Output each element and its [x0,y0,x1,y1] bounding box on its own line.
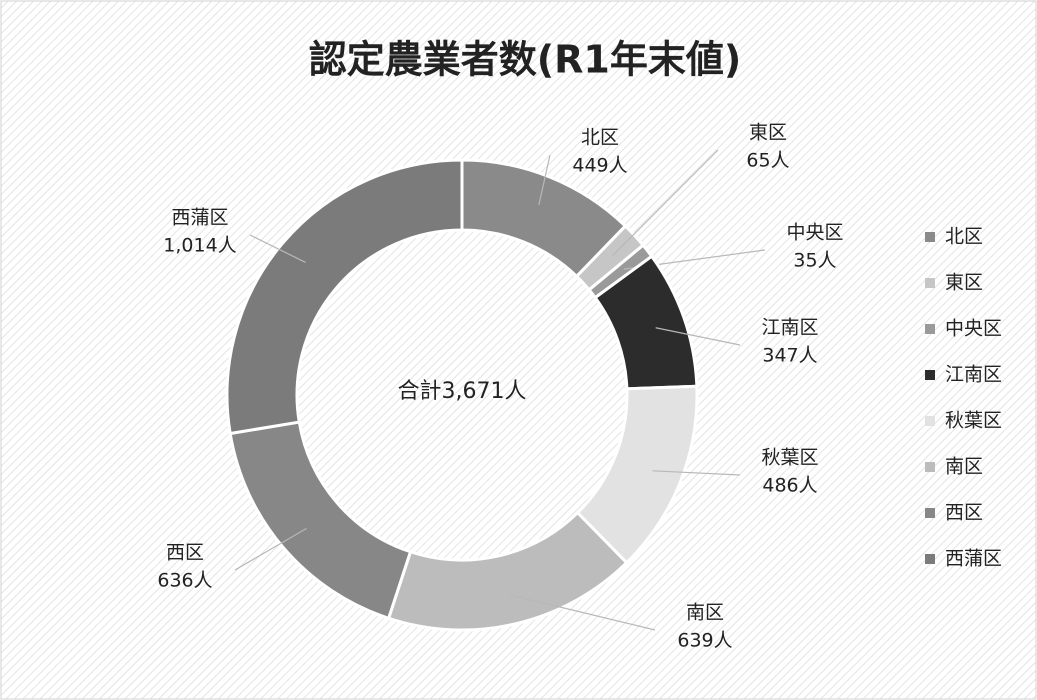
legend-swatch [925,324,935,334]
data-label: 1,014人 [163,235,236,257]
legend-swatch [925,232,935,242]
legend-label: 北区 [945,226,983,248]
legend-swatch [925,370,935,380]
leader-line [234,527,307,571]
leader-line [249,234,306,263]
data-label-name: 西蒲区 [171,207,228,229]
legend-swatch [925,462,935,472]
center-label: 合計3,671人 [398,379,527,404]
donut-slice [225,158,464,436]
leader-line [612,149,719,257]
data-label-name: 南区 [686,602,724,624]
leader-line [538,154,551,206]
data-label-name: 東区 [749,122,787,144]
legend-label: 中央区 [945,318,1002,340]
chart-title: 認定農業者数(R1年末値) [309,38,741,82]
leader-line [508,594,656,631]
leader-line [655,327,741,346]
data-label-name: 西区 [166,542,204,564]
legend-label: 西区 [945,502,983,524]
legend-swatch [925,508,935,518]
legend-swatch [925,278,935,288]
data-label: 636人 [157,570,212,592]
data-label: 65人 [746,150,789,172]
leader-line [652,470,741,476]
data-label: 35人 [793,250,836,272]
legend-label: 東区 [945,272,983,294]
legend-label: 秋葉区 [945,410,1002,432]
data-label: 449人 [572,155,627,177]
data-label-name: 中央区 [786,222,843,244]
legend-swatch [925,416,935,426]
data-label: 639人 [677,630,732,652]
data-label: 486人 [762,475,817,497]
data-label-name: 北区 [581,127,619,149]
data-label-name: 秋葉区 [761,447,818,469]
data-label-name: 江南区 [761,317,818,339]
legend-swatch [925,554,935,564]
legend-label: 南区 [945,456,983,478]
legend-label: 西蒲区 [945,548,1002,570]
data-label: 347人 [762,345,817,367]
legend-label: 江南区 [945,364,1002,386]
